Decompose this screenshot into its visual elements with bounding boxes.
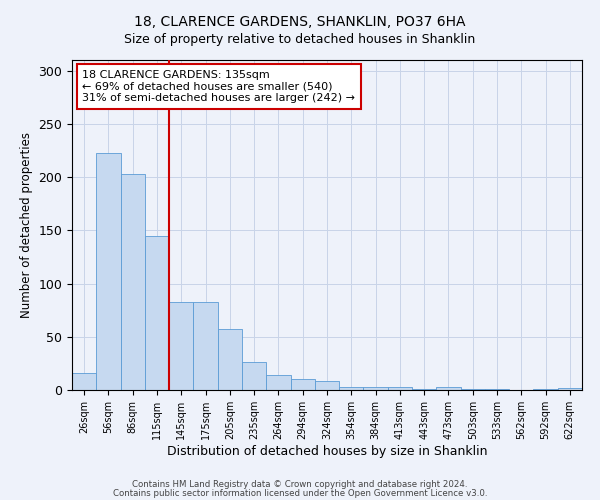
- Bar: [290, 380, 315, 390]
- Bar: [461, 389, 485, 390]
- Y-axis label: Number of detached properties: Number of detached properties: [20, 132, 33, 318]
- Bar: [266, 375, 290, 390]
- X-axis label: Distribution of detached houses by size in Shanklin: Distribution of detached houses by size …: [167, 444, 487, 458]
- Bar: [169, 302, 193, 390]
- Bar: [315, 382, 339, 390]
- Bar: [436, 387, 461, 390]
- Bar: [72, 373, 96, 390]
- Text: 18 CLARENCE GARDENS: 135sqm
← 69% of detached houses are smaller (540)
31% of se: 18 CLARENCE GARDENS: 135sqm ← 69% of det…: [82, 70, 355, 103]
- Bar: [96, 152, 121, 390]
- Bar: [218, 330, 242, 390]
- Bar: [364, 387, 388, 390]
- Bar: [121, 174, 145, 390]
- Bar: [412, 389, 436, 390]
- Bar: [193, 302, 218, 390]
- Bar: [145, 236, 169, 390]
- Bar: [388, 387, 412, 390]
- Bar: [485, 389, 509, 390]
- Bar: [242, 362, 266, 390]
- Text: Size of property relative to detached houses in Shanklin: Size of property relative to detached ho…: [124, 32, 476, 46]
- Bar: [533, 389, 558, 390]
- Bar: [558, 388, 582, 390]
- Text: 18, CLARENCE GARDENS, SHANKLIN, PO37 6HA: 18, CLARENCE GARDENS, SHANKLIN, PO37 6HA: [134, 15, 466, 29]
- Bar: [339, 387, 364, 390]
- Text: Contains public sector information licensed under the Open Government Licence v3: Contains public sector information licen…: [113, 489, 487, 498]
- Text: Contains HM Land Registry data © Crown copyright and database right 2024.: Contains HM Land Registry data © Crown c…: [132, 480, 468, 489]
